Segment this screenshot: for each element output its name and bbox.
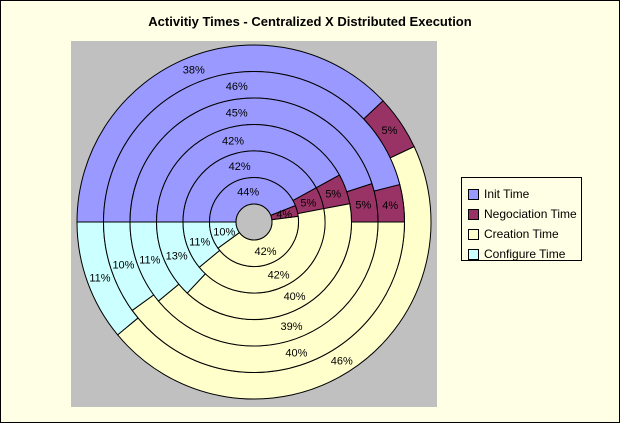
ring-6-label-configure-time: 11% [89, 272, 110, 284]
ring-2-label-negociation-time: 5% [300, 197, 316, 209]
legend-item-creation-time: Creation Time [468, 224, 581, 244]
ring-2-label-configure-time: 11% [189, 237, 210, 249]
legend-item-init-time: Init Time [468, 184, 581, 204]
legend-item-negociation-time: Negociation Time [468, 204, 581, 224]
legend-label: Configure Time [484, 247, 566, 261]
ring-4-label-init-time: 45% [226, 108, 248, 120]
ring-5-label-negociation-time: 4% [382, 200, 398, 212]
labels-layer: 38% 5% 46% 11% 46% 4% 40% 10% 45% 5% 39% 11% 42% 5% 40… [89, 65, 398, 368]
legend-label: Creation Time [484, 227, 559, 241]
legend-swatch [468, 188, 479, 200]
legend-item-configure-time: Configure Time [468, 244, 581, 264]
ring-2-label-creation-time: 42% [268, 269, 290, 281]
ring-2-label-init-time: 42% [229, 161, 251, 173]
ring-1-label-creation-time: 42% [254, 246, 276, 258]
legend-swatch [468, 228, 479, 240]
legend-label: Init Time [484, 187, 530, 201]
legend: Init Time Negociation Time Creation Time Co… [461, 177, 582, 261]
ring-4-label-creation-time: 39% [280, 321, 302, 333]
legend-label: Negociation Time [484, 207, 577, 221]
chart-title: Activitiy Times - Centralized X Distribu… [148, 14, 472, 29]
ring-1-label-configure-time: 10% [213, 227, 235, 239]
ring-4-label-negociation-time: 5% [355, 200, 371, 212]
ring-6-label-negociation-time: 5% [381, 125, 397, 137]
ring-3-label-configure-time: 13% [166, 250, 188, 262]
ring-1-label-init-time: 44% [237, 186, 259, 198]
ring-5-label-init-time: 46% [226, 81, 248, 93]
ring-3-label-creation-time: 40% [284, 291, 306, 303]
ring-6-label-init-time: 38% [183, 65, 205, 77]
ring-1-label-negociation-time: 4% [276, 209, 292, 221]
ring-3-label-init-time: 42% [222, 135, 244, 147]
center-hole [235, 203, 273, 241]
legend-swatch [468, 248, 479, 260]
ring-6-label-creation-time: 46% [331, 355, 353, 367]
ring-5-label-creation-time: 40% [285, 348, 307, 360]
ring-3-label-negociation-time: 5% [325, 188, 341, 200]
ring-5-label-configure-time: 10% [112, 259, 134, 271]
ring-4-label-configure-time: 11% [139, 255, 160, 267]
rings-layer [76, 44, 432, 400]
legend-swatch [468, 208, 479, 220]
